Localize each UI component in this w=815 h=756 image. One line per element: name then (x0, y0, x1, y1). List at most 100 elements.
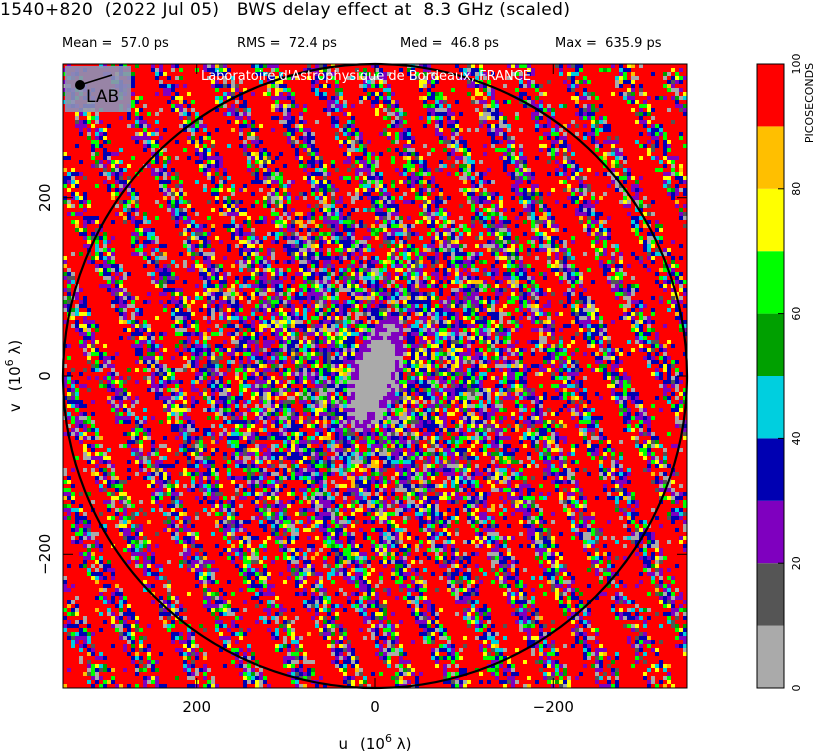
heatmap-cell (599, 248, 603, 252)
heatmap-cell (211, 272, 215, 276)
heatmap-cell (623, 256, 635, 260)
heatmap-cell (391, 140, 395, 144)
heatmap-cell (651, 124, 655, 128)
heatmap-cell (483, 124, 487, 128)
heatmap-cell (467, 140, 491, 144)
heatmap-cell (275, 108, 279, 112)
heatmap-cell (179, 204, 187, 208)
heatmap-cell (275, 216, 279, 220)
heatmap-cell (315, 180, 319, 184)
heatmap-cell (615, 172, 619, 176)
heatmap-cell (299, 112, 303, 116)
heatmap-cell (559, 276, 563, 280)
heatmap-cell (515, 224, 519, 228)
heatmap-cell (315, 216, 319, 220)
heatmap-cell (343, 152, 347, 156)
heatmap-cell (199, 240, 203, 244)
heatmap-cell (203, 152, 207, 156)
heatmap-cell (451, 132, 455, 136)
heatmap-cell (403, 276, 407, 280)
heatmap-cell (223, 200, 227, 204)
heatmap-cell (323, 240, 327, 244)
heatmap-cell (387, 136, 391, 140)
heatmap-cell (391, 280, 395, 284)
heatmap-cell (663, 184, 667, 188)
heatmap-cell (387, 236, 395, 240)
heatmap-cell (323, 84, 327, 88)
heatmap-cell (611, 64, 615, 68)
heatmap-cell (95, 240, 99, 244)
heatmap-cell (343, 272, 347, 276)
heatmap-cell (87, 220, 91, 224)
heatmap-cell (147, 140, 151, 144)
heatmap-cell (159, 84, 167, 88)
heatmap-cell (103, 136, 107, 140)
heatmap-cell (287, 276, 291, 280)
heatmap-cell (155, 76, 159, 80)
heatmap-cell (639, 104, 647, 108)
heatmap-cell (171, 104, 175, 108)
heatmap-cell (215, 180, 219, 184)
heatmap-cell (131, 108, 135, 112)
heatmap-cell (391, 244, 395, 248)
heatmap-cell (435, 176, 459, 180)
heatmap-cell (211, 188, 219, 192)
heatmap-cell (239, 124, 247, 128)
heatmap-cell (151, 124, 179, 128)
heatmap-cell (231, 204, 235, 208)
heatmap-cell (151, 240, 155, 244)
heatmap-cell (363, 152, 367, 156)
heatmap-cell (591, 124, 595, 128)
heatmap-cell (311, 268, 315, 272)
heatmap-cell (307, 120, 315, 124)
heatmap-cell (319, 180, 323, 184)
heatmap-cell (75, 112, 79, 116)
heatmap-cell (295, 272, 303, 276)
heatmap-cell (239, 144, 243, 148)
heatmap-cell (599, 128, 603, 132)
heatmap-cell (459, 224, 463, 228)
heatmap-cell (651, 220, 655, 224)
heatmap-cell (535, 80, 547, 84)
heatmap-cell (267, 148, 295, 152)
heatmap-cell (291, 252, 295, 256)
heatmap-cell (251, 116, 271, 120)
heatmap-cell (427, 276, 431, 280)
heatmap-cell (171, 276, 175, 280)
heatmap-cell (655, 212, 679, 216)
heatmap-cell (303, 156, 311, 160)
heatmap-cell (315, 160, 319, 164)
heatmap-cell (459, 172, 463, 176)
heatmap-cell (79, 128, 83, 132)
heatmap-cell (567, 240, 571, 244)
heatmap-cell (187, 232, 191, 236)
heatmap-cell (91, 144, 95, 148)
heatmap-cell (647, 128, 651, 132)
heatmap-cell (415, 248, 419, 252)
heatmap-cell (467, 188, 471, 192)
heatmap-cell (215, 200, 219, 204)
heatmap-cell (195, 256, 203, 260)
heatmap-cell (491, 96, 495, 100)
heatmap-cell (419, 220, 423, 224)
heatmap-cell (251, 132, 255, 136)
heatmap-cell (399, 132, 403, 136)
heatmap-cell (519, 88, 535, 92)
heatmap-cell (307, 168, 315, 172)
heatmap-cell (199, 276, 203, 280)
heatmap-cell (423, 236, 431, 240)
heatmap-cell (587, 228, 591, 232)
heatmap-cell (643, 108, 647, 112)
heatmap-cell (431, 116, 435, 120)
heatmap-cell (191, 208, 195, 212)
heatmap-cell (239, 200, 243, 204)
heatmap-cell (303, 136, 307, 140)
heatmap-cell (535, 276, 543, 280)
heatmap-cell (587, 200, 591, 204)
heatmap-cell (599, 240, 603, 244)
heatmap-cell (311, 184, 315, 188)
heatmap-cell (435, 236, 439, 240)
heatmap-cell (655, 124, 659, 128)
heatmap-cell (551, 188, 555, 192)
heatmap-cell (435, 228, 439, 232)
